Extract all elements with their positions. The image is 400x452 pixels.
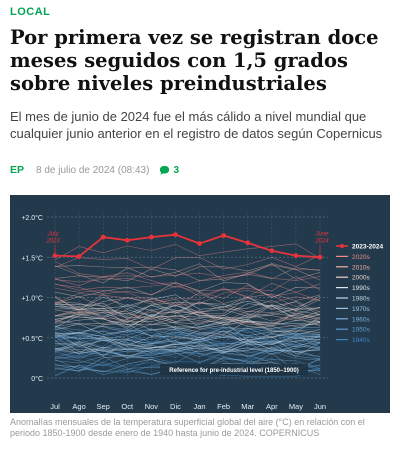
data-point — [293, 253, 299, 259]
y-tick-label: +2.0°C — [21, 214, 43, 222]
decade-line-2000s — [54, 313, 321, 330]
comments-link[interactable]: 3 — [159, 165, 179, 176]
decade-line-1970s — [54, 340, 321, 357]
decade-line-1980s — [54, 321, 321, 340]
speech-bubble-icon — [160, 165, 170, 175]
data-point — [221, 233, 227, 238]
publish-date: 8 de julio de 2024 (08:43) — [36, 164, 150, 176]
subtitle: El mes de junio de 2024 fue el más cálid… — [10, 109, 383, 141]
decade-line-1980s — [54, 325, 321, 341]
legend-label: 1970s — [352, 306, 370, 313]
decade-line-1990s — [54, 317, 321, 335]
decade-line-1980s — [54, 341, 321, 358]
reference-label-box — [160, 363, 308, 375]
x-tick-label: Feb — [217, 402, 230, 411]
decade-line-2020s — [54, 261, 321, 278]
decade-line-1950s — [54, 334, 321, 349]
decade-line-1980s — [54, 336, 321, 354]
decade-line-2010s — [55, 305, 321, 321]
x-tick-label: Jul — [50, 402, 60, 411]
decade-line-2020s — [54, 254, 321, 270]
data-point — [197, 241, 202, 246]
legend-label: 1990s — [352, 285, 370, 292]
x-tick-label: Apr — [266, 402, 278, 411]
x-tick-label: Jan — [193, 402, 205, 411]
decade-line-2000s — [54, 307, 321, 326]
decade-line-2000s — [54, 319, 321, 335]
decade-line-2020s — [54, 275, 321, 292]
decade-line-2020s — [54, 271, 321, 288]
y-tick-label: +1.5°C — [21, 254, 43, 262]
decade-line-2020s — [54, 284, 321, 301]
series-line-2023-2024 — [54, 233, 321, 259]
decade-line-1990s — [54, 294, 321, 311]
legend-label: 1980s — [352, 296, 370, 303]
legend-label: 2023-2024 — [352, 244, 383, 251]
decade-line-2000s — [54, 302, 321, 320]
decade-line-1960s — [54, 327, 321, 345]
x-tick-label: Nov — [145, 402, 159, 411]
legend-label: 2020s — [352, 254, 370, 261]
section-tag[interactable]: LOCAL — [10, 6, 51, 18]
y-tick-label: +1.0°C — [21, 295, 43, 303]
comments-count: 3 — [173, 164, 179, 176]
x-tick-label: Dic — [170, 402, 181, 411]
decade-line-1970s — [54, 336, 321, 353]
decade-line-2010s — [54, 263, 321, 282]
temperature-anomaly-chart: 0°C +0.5°C +1.0°C +1.5°C +2.0°C Jul Ago Sep Oct N… — [21, 213, 383, 411]
decade-line-2020s — [54, 287, 321, 303]
decade-line-2010s — [54, 265, 321, 284]
data-point — [245, 240, 251, 246]
decade-line-2010s — [54, 309, 321, 326]
article-meta: EP 8 de julio de 2024 (08:43) 3 — [10, 163, 179, 177]
annotation-start: July 2023 — [45, 231, 60, 244]
chart-figure: 0°C +0.5°C +1.0°C +1.5°C +2.0°C Jul Ago Sep Oct N… — [10, 195, 390, 413]
decade-line-1990s — [54, 309, 321, 324]
decade-line-2010s — [54, 296, 321, 315]
legend-label: 1940s — [352, 337, 370, 344]
decade-line-2020s — [54, 243, 321, 261]
decade-line-2010s — [54, 263, 321, 282]
reference-label: Reference for pre-industrial level (1850… — [169, 368, 298, 374]
x-tick-label: Jun — [314, 402, 326, 411]
decade-line-2020s — [54, 282, 321, 298]
data-point — [124, 237, 130, 243]
decade-line-1970s — [54, 343, 321, 357]
x-tick-label: Sep — [97, 402, 110, 411]
decade-line-2020s — [54, 290, 321, 308]
headline: Por primera vez se registran doce meses … — [10, 26, 379, 95]
annotation-end: June 2024 — [314, 231, 329, 244]
y-tick-label: 0°C — [31, 375, 43, 383]
data-point — [100, 234, 106, 240]
data-point — [148, 234, 154, 240]
data-point — [76, 254, 82, 259]
x-tick-label: Mar — [241, 402, 254, 411]
decade-line-1960s — [54, 352, 321, 369]
legend-label: 2000s — [352, 275, 370, 282]
x-tick-label: Oct — [121, 402, 134, 411]
legend-label: 2010s — [352, 264, 370, 271]
decade-line-1990s — [54, 330, 321, 347]
x-tick-label: Ago — [72, 402, 85, 411]
decade-line-2000s — [54, 301, 321, 318]
data-point — [269, 248, 275, 254]
decade-line-2000s — [54, 309, 321, 327]
legend-label: 1950s — [352, 327, 370, 334]
decade-line-1980s — [54, 340, 321, 352]
figure-caption: Anomalías mensuales de la temperatura su… — [10, 417, 365, 438]
data-point — [52, 253, 58, 259]
legend-swatch-dot — [340, 244, 344, 248]
data-point — [173, 232, 178, 238]
decade-line-1990s — [54, 312, 321, 328]
decade-line-1990s — [54, 304, 321, 318]
decade-line-2000s — [54, 295, 321, 313]
decade-line-2010s — [54, 308, 321, 323]
y-tick-label: +0.5°C — [21, 335, 43, 343]
data-point — [317, 254, 323, 260]
agency-label[interactable]: EP — [10, 164, 25, 176]
decade-line-2000s — [54, 316, 321, 329]
decade-line-2010s — [54, 292, 321, 311]
legend-label: 1960s — [352, 316, 370, 323]
x-tick-label: May — [289, 402, 303, 411]
